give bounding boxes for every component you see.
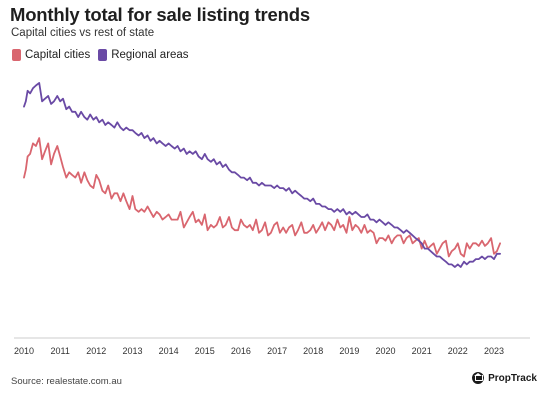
- x-tick-label-2014: 2014: [159, 346, 179, 356]
- x-tick-label-2019: 2019: [339, 346, 359, 356]
- x-tick-label-2011: 2011: [51, 346, 70, 356]
- x-tick-label-2015: 2015: [195, 346, 215, 356]
- series-line-regional-areas: [23, 82, 501, 268]
- chart-subtitle: Capital cities vs rest of state: [11, 27, 155, 39]
- x-tick-label-2010: 2010: [14, 346, 34, 356]
- x-tick-label-2022: 2022: [448, 346, 468, 356]
- brand-name: PropTrack: [488, 372, 537, 384]
- x-tick-label-2020: 2020: [375, 346, 395, 356]
- source-note: Source: realestate.com.au: [11, 376, 122, 387]
- legend-swatch-capital: [12, 49, 21, 61]
- legend-label-capital: Capital cities: [25, 49, 91, 61]
- series-lines: [23, 82, 501, 268]
- legend-swatch-regional: [98, 49, 108, 61]
- legend-label-regional: Regional areas: [111, 49, 189, 61]
- proptrack-logo-icon: [472, 372, 485, 384]
- legend-item-capital: Capital cities: [12, 49, 90, 61]
- series-line-capital-cities: [23, 137, 501, 258]
- x-tick-label-2023: 2023: [484, 346, 504, 356]
- x-axis-ticks: 2010 2011 2012 2013 2014 2015 2016 2017 2018 2019…: [14, 346, 504, 356]
- x-tick-label-2013: 2013: [122, 346, 142, 356]
- brand-logo: PropTrack: [472, 372, 537, 384]
- x-tick-label-2018: 2018: [303, 346, 323, 356]
- chart-legend: Capital cities Regional areas: [12, 49, 191, 61]
- chart-title: Monthly total for sale listing trends: [10, 4, 310, 25]
- x-tick-label-2016: 2016: [231, 346, 251, 356]
- legend-item-regional: Regional areas: [98, 49, 189, 61]
- x-tick-label-2021: 2021: [412, 346, 432, 356]
- x-tick-label-2012: 2012: [86, 346, 106, 356]
- x-tick-label-2017: 2017: [267, 346, 287, 356]
